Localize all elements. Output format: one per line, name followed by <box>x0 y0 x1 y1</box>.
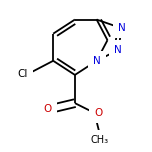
Text: O: O <box>94 108 103 118</box>
Text: N: N <box>114 45 122 55</box>
Text: N: N <box>118 23 125 33</box>
Text: O: O <box>44 104 52 114</box>
Text: N: N <box>93 56 100 66</box>
Text: CH₃: CH₃ <box>91 135 109 145</box>
Text: Cl: Cl <box>18 69 28 79</box>
